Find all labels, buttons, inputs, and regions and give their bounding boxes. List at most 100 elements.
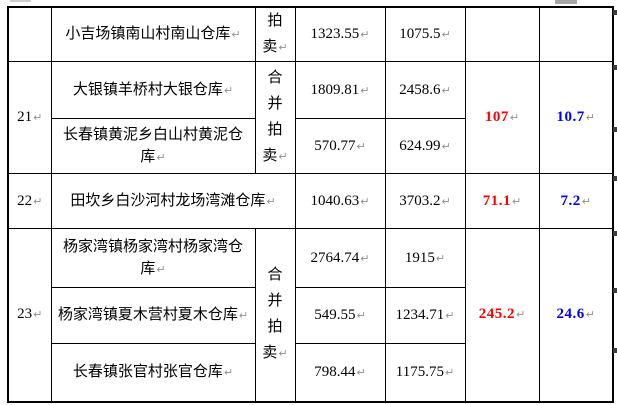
row-number-cell[interactable]: 21↵: [7, 61, 52, 174]
row-end-mark: [613, 65, 617, 70]
paragraph-mark: ↵: [356, 139, 366, 153]
value-cell[interactable]: 1234.71↵: [384, 287, 466, 344]
value-cell[interactable]: 1809.81↵: [294, 61, 386, 119]
highlight-red-cell[interactable]: 107↵: [464, 61, 540, 174]
paragraph-mark: ↵: [223, 365, 234, 379]
highlight-red-cell[interactable]: 245.2↵: [464, 228, 540, 402]
warehouse-name-cell[interactable]: 田坎乡白沙河村龙场湾滩仓库↵: [50, 173, 296, 229]
value-cell[interactable]: 549.55↵: [294, 287, 386, 344]
value-cell[interactable]: 1915↵: [384, 228, 466, 288]
value-cell[interactable]: 2458.6↵: [384, 61, 466, 119]
value-cell[interactable]: 624.99↵: [384, 118, 466, 174]
paragraph-mark: ↵: [356, 309, 366, 322]
warehouse-name-cell[interactable]: 小吉场镇南山村南山仓库↵: [50, 6, 256, 62]
value: 624.99: [399, 137, 441, 154]
highlight-blue-value: 7.2: [560, 192, 581, 209]
row-end-mark: [613, 231, 617, 236]
paragraph-mark: ↵: [516, 308, 526, 322]
highlight-blue-cell[interactable]: [538, 6, 614, 62]
highlight-blue-cell[interactable]: 10.7↵: [538, 61, 614, 174]
table-row: 小吉场镇南山村南山仓库↵ 拍卖↵ 1323.55↵ 1075.5↵: [7, 6, 614, 62]
table-row: 21↵ 大银镇羊桥村大银仓库↵ 合并拍卖↵ 1809.81↵ 2458.6↵ 1…: [7, 61, 614, 174]
highlight-blue-cell[interactable]: 7.2↵: [538, 173, 614, 229]
paragraph-mark: ↵: [231, 28, 241, 41]
warehouse-name-cell[interactable]: 长春镇张官村张官仓库↵: [50, 343, 256, 402]
value: 1915: [404, 249, 435, 266]
value: 2764.74: [310, 249, 360, 266]
row-number: 21: [17, 109, 33, 125]
row-number-cell[interactable]: 22↵: [7, 173, 52, 229]
row-number: 23: [17, 306, 33, 323]
warehouse-name: 杨家湾镇夏木营村夏木仓库: [57, 307, 238, 323]
paragraph-mark: ↵: [360, 83, 370, 97]
auction-type: 拍卖: [262, 13, 283, 55]
highlight-red-cell[interactable]: [464, 6, 540, 62]
auction-type-cell[interactable]: 合并拍卖↵: [254, 61, 296, 174]
value: 1323.55: [310, 26, 360, 42]
row-end-mark: [613, 127, 617, 132]
warehouse-name: 田坎乡白沙河村龙场湾滩仓库: [70, 192, 266, 209]
value: 1809.81: [310, 81, 360, 98]
value-cell[interactable]: 1175.75↵: [384, 343, 466, 402]
paragraph-mark: ↵: [223, 83, 234, 97]
highlight-red-value: 245.2: [478, 306, 516, 323]
cropped-row-fragment-right: [555, 0, 577, 4]
paragraph-mark: ↵: [512, 194, 522, 208]
value-cell[interactable]: 3703.2↵: [384, 173, 466, 229]
warehouse-name-cell[interactable]: 长春镇黄泥乡白山村黄泥仓库↵: [50, 118, 256, 174]
paragraph-mark: ↵: [441, 139, 451, 153]
table-row: 22↵ 田坎乡白沙河村龙场湾滩仓库↵ 1040.63↵ 3703.2↵ 71.1…: [7, 173, 614, 229]
value: 570.77: [314, 137, 356, 154]
value-cell[interactable]: 570.77↵: [294, 118, 386, 174]
table-row: 长春镇张官村张官仓库↵ 798.44↵ 1175.75↵: [8, 343, 613, 402]
row-end-mark: [613, 10, 617, 15]
table-row: 23↵ 杨家湾镇杨家湾村杨家湾仓库↵ 合并拍卖↵ 2764.74↵ 1915↵ …: [7, 228, 614, 402]
row-end-mark: [613, 348, 617, 353]
warehouse-name: 小吉场镇南山村南山仓库: [65, 26, 231, 42]
table-row: 长春镇黄泥乡白山村黄泥仓库↵ 570.77↵ 624.99↵: [8, 118, 613, 174]
warehouse-name: 长春镇黄泥乡白山村黄泥仓库: [62, 126, 243, 165]
auction-type: 合并拍卖: [262, 267, 283, 362]
paragraph-mark: ↵: [278, 347, 288, 361]
paragraph-mark: ↵: [156, 150, 166, 164]
auction-type-cell[interactable]: 拍卖↵: [254, 6, 296, 62]
highlight-blue-cell[interactable]: 24.6↵: [538, 228, 614, 402]
value: 549.55: [314, 307, 356, 323]
value: 798.44: [314, 363, 356, 380]
paragraph-mark: ↵: [360, 194, 370, 208]
auction-type-cell[interactable]: 合并拍卖↵: [254, 228, 296, 402]
paragraph-mark: ↵: [278, 41, 288, 54]
value: 3703.2: [399, 192, 441, 209]
paragraph-mark: ↵: [441, 83, 451, 97]
value-cell[interactable]: 1040.63↵: [294, 173, 386, 229]
paragraph-mark: ↵: [581, 194, 591, 208]
warehouse-name: 杨家湾镇杨家湾村杨家湾仓库: [62, 238, 243, 277]
paragraph-mark: ↵: [585, 308, 595, 322]
paragraph-mark: ↵: [435, 251, 446, 265]
value-cell[interactable]: 1075.5↵: [384, 6, 466, 62]
warehouse-name-cell[interactable]: 大银镇羊桥村大银仓库↵: [50, 61, 256, 119]
warehouse-name-cell[interactable]: 杨家湾镇夏木营村夏木仓库↵: [50, 287, 256, 344]
value-cell[interactable]: 2764.74↵: [294, 228, 386, 288]
value: 1040.63: [310, 192, 360, 209]
value-cell[interactable]: 1323.55↵: [294, 6, 386, 62]
paragraph-mark: ↵: [356, 365, 366, 379]
row-number-cell[interactable]: 23↵: [7, 228, 52, 402]
warehouse-name-cell[interactable]: 杨家湾镇杨家湾村杨家湾仓库↵: [50, 228, 256, 288]
row-number-cell[interactable]: [7, 6, 52, 62]
value: 2458.6: [399, 81, 441, 98]
row-number: 22: [17, 192, 33, 209]
highlight-blue-value: 10.7: [556, 109, 585, 125]
paragraph-mark: ↵: [33, 194, 43, 208]
row-end-mark: [613, 288, 617, 293]
paragraph-mark: ↵: [445, 309, 455, 322]
highlight-blue-value: 24.6: [556, 306, 585, 323]
value-cell[interactable]: 798.44↵: [294, 343, 386, 402]
paragraph-mark: ↵: [238, 309, 249, 322]
paragraph-mark: ↵: [156, 262, 166, 276]
table-row: 杨家湾镇夏木营村夏木仓库↵ 549.55↵ 1234.71↵: [8, 287, 613, 344]
highlight-red-cell[interactable]: 71.1↵: [464, 173, 540, 229]
row-end-mark: [613, 176, 617, 181]
paragraph-mark: ↵: [585, 111, 595, 124]
